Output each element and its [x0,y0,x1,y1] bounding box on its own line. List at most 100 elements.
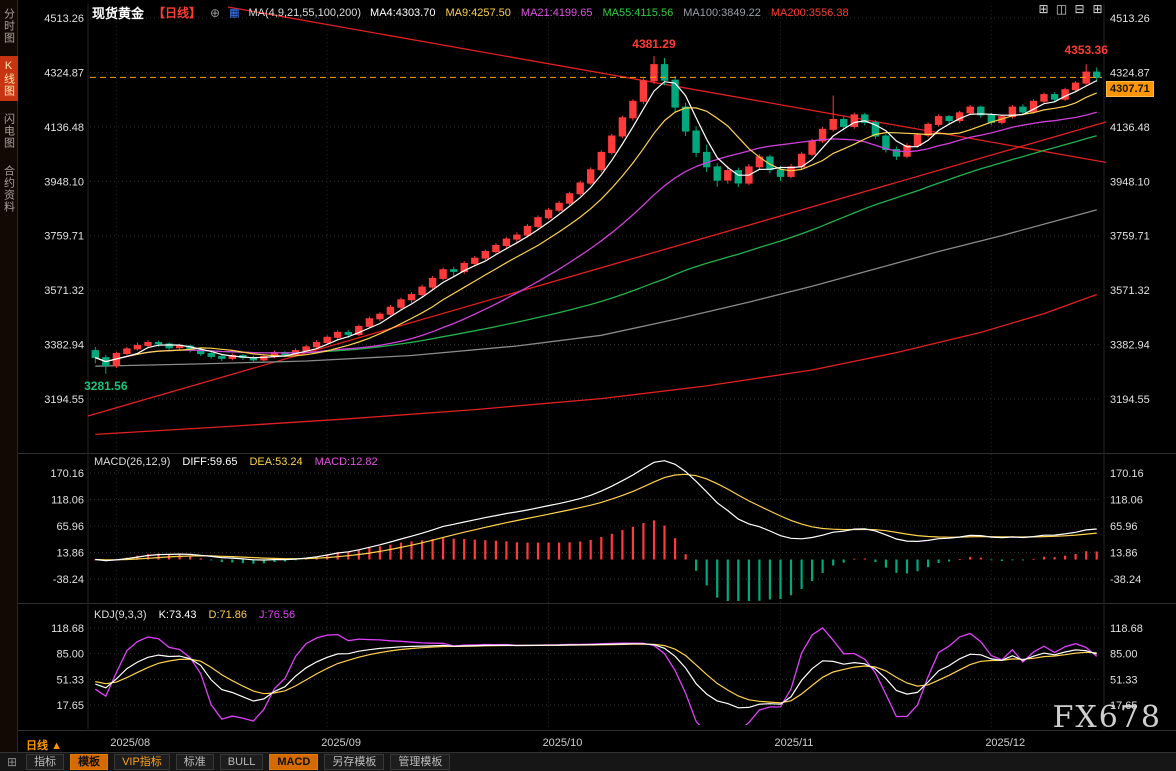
layout-split-vertical-icon[interactable]: ◫ [1055,2,1068,16]
toolbar-tab-1[interactable]: 模板 [70,754,109,770]
time-axis-label: 2025/08 [110,737,150,749]
kdj-k-line [95,643,1097,709]
kdj-title: KDJ(9,3,3) [94,609,147,621]
price-axis-label-right: 4324.87 [1110,67,1150,79]
kdj-axis-label-right: 17.65 [1110,700,1138,712]
ma-value-3: MA55:4115.56 [602,6,674,19]
toolbar-tab-3[interactable]: 标准 [175,754,214,770]
sidebar-tab-0[interactable]: 分时图 [2,8,15,44]
trendline-0[interactable] [87,121,1109,417]
ma-value-1: MA9:4257.50 [445,6,511,19]
ma-value-0: MA4:4303.70 [370,6,436,19]
watermark: FX678 [1052,700,1162,735]
time-axis-label: 2025/11 [774,737,813,749]
layout-split-horizontal-icon[interactable]: ⊟ [1074,2,1085,16]
price-annotation: 4381.29 [632,37,676,51]
macd-value: MACD:12.82 [314,456,378,468]
ma-value-5: MA200:3556.38 [770,6,849,19]
symbol-name: 现货黄金 [92,6,145,21]
kdj-axis-label-left: 51.33 [56,674,84,686]
macd-axis-label-left: 65.96 [56,521,84,533]
toolbar-tab-2[interactable]: VIP指标 [114,754,170,770]
ma-values-group: MA4:4303.70 MA9:4257.50 MA21:4199.65 MA55:4… [370,7,849,19]
ma-value-4: MA100:3849.22 [683,6,761,19]
expand-icon[interactable]: ⊕ [210,5,221,20]
kdj-axis-label-right: 118.68 [1110,623,1143,635]
kdj-axis-label-left: 17.65 [56,700,84,712]
chart-header: 现货黄金 【日线】 ⊕ ▦ MA(4,9,21,55,100,200) MA4:… [92,3,849,22]
indicator-icon: ▦ [229,7,240,19]
price-annotation: 4353.36 [1064,43,1108,57]
macd-axis-label-left: 170.16 [50,468,84,480]
time-axis-label: 2025/12 [985,737,1025,749]
macd-title: MACD(26,12,9) [94,456,171,468]
layout-grid-icon[interactable]: ⊞ [1038,2,1049,16]
window-layout-icons: ⊞ ◫ ⊟ ⊞ [1037,3,1104,16]
macd-axis-label-right: 170.16 [1110,468,1144,480]
price-axis-label-right: 3382.94 [1110,340,1150,352]
time-axis-label: 2025/09 [321,737,361,749]
macd-axis-label-right: 118.06 [1110,495,1143,507]
price-axis-label-right: 3571.32 [1110,285,1150,297]
macd-panel-header: MACD(26,12,9) DIFF:59.65 DEA:53.24 MACD:… [94,456,378,468]
sidebar-tab-1[interactable]: K线图 [0,56,18,101]
sidebar-tab-2[interactable]: 闪电图 [2,113,15,149]
macd-diff-line [95,460,1097,562]
chevron-up-icon: ▲ [51,740,62,752]
macd-diff-value: DIFF:59.65 [182,456,238,468]
kdj-k-value: K:73.43 [158,609,197,621]
candles-layer [91,56,1101,374]
ma21-line [95,111,1097,363]
price-axis-label-right: 4136.48 [1110,122,1150,134]
price-axis-label-left: 3948.10 [44,176,84,188]
price-axis-label-left: 3382.94 [44,340,84,352]
toolbar-tab-7[interactable]: 管理模板 [390,754,451,770]
macd-axis-label-right: 65.96 [1110,521,1138,533]
toolbar-tab-5[interactable]: MACD [269,754,319,770]
price-axis-label-left: 3194.55 [44,394,84,406]
kdj-axis-label-right: 85.00 [1110,649,1138,661]
kdj-axis-label-left: 85.00 [56,649,84,661]
toolbar-tabs: 指标 模板 VIP指标 标准 BULL MACD 另存模板 管理模板 [26,754,451,770]
kdj-d-line [95,643,1097,704]
chart-canvas[interactable]: 4513.26 4513.26 4324.87 4324.87 4136.48 4136.… [0,0,1176,752]
layout-quad-icon[interactable]: ⊞ [1092,2,1103,16]
macd-axis-label-right: 13.86 [1110,548,1138,560]
macd-histogram [94,520,1098,601]
macd-axis-label-right: -38.24 [1110,574,1141,586]
price-axis-label-left: 3759.71 [44,231,84,243]
kdj-axis-label-right: 51.33 [1110,674,1138,686]
trendline-1[interactable] [227,6,1109,164]
period-selector-label: 日线 [26,740,48,752]
ma55-line [95,135,1097,363]
price-axis-label-right: 3194.55 [1110,394,1150,406]
price-axis-label-left: 3571.32 [44,285,84,297]
price-annotation: 3281.56 [84,379,128,393]
sidebar-tab-3[interactable]: 合约资料 [2,165,15,213]
price-axis-label-right: 3948.10 [1110,176,1150,188]
left-sidebar: 分时图 K线图闪电图合约资料 [0,0,18,752]
toolbar-tab-6[interactable]: 另存模板 [324,754,385,770]
ma-settings-label: MA(4,9,21,55,100,200) [248,6,362,19]
kdj-d-value: D:71.86 [208,609,248,621]
toolbar-grid-icon[interactable]: ⊞ [7,755,18,769]
toolbar-tab-4[interactable]: BULL [219,754,264,770]
toolbar-tab-0[interactable]: 指标 [26,754,65,770]
kdj-axis-label-left: 118.68 [51,623,84,635]
macd-dea-value: DEA:53.24 [249,456,303,468]
macd-dea-line [95,473,1097,561]
kdj-panel-header: KDJ(9,3,3) K:73.43 D:71.86 J:76.56 [94,609,295,621]
bottom-toolbar: ⊞ 指标 模板 VIP指标 标准 BULL MACD 另存模板 管理模板 [0,752,1176,771]
ma200-line [95,293,1097,436]
ma9-line [95,92,1097,363]
period-selector[interactable]: 日线 ▲ [26,737,62,753]
period-badge: 【日线】 [153,6,202,20]
price-axis-label-right: 4513.26 [1110,13,1150,25]
macd-axis-label-left: -38.24 [53,574,84,586]
kdj-j-value: J:76.56 [259,609,296,621]
macd-axis-label-left: 118.06 [51,495,84,507]
price-axis-label-left: 4136.48 [44,122,84,134]
ma100-line [95,209,1097,367]
price-axis-label-left: 4324.87 [44,67,84,79]
